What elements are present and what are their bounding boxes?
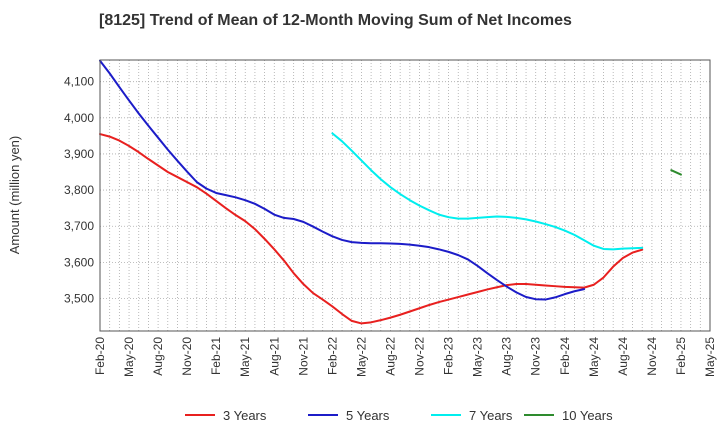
legend-label-10-years: 10 Years [562,408,613,423]
x-tick-label: Feb-24 [558,337,572,375]
x-tick-label: May-25 [703,337,717,377]
y-tick-label: 3,500 [64,291,94,305]
y-axis-ticks: 3,500 3,600 3,700 3,800 3,900 4,000 4,100 [64,75,94,306]
x-tick-label: Feb-21 [209,337,223,375]
x-tick-label: Nov-20 [180,337,194,376]
x-axis-ticks: Feb-20 May-20 Aug-20 Nov-20 Feb-21 May-21 Aug-… [93,337,717,377]
plot-frame [99,59,711,332]
x-tick-label: Nov-21 [296,337,310,376]
series-line-10-years [670,169,682,176]
x-tick-label: May-24 [587,337,601,377]
x-tick-label: May-23 [471,337,485,377]
series-line-7-years [331,132,644,251]
series-line-3-years [99,133,644,325]
y-tick-label: 3,800 [64,183,94,197]
x-tick-label: Feb-22 [325,337,339,375]
y-axis-label: Amount (million yen) [7,136,22,255]
x-tick-label: Aug-21 [267,337,281,376]
x-tick-label: Nov-23 [529,337,543,376]
plot-background [100,60,710,331]
x-tick-label: Feb-23 [442,337,456,375]
chart-title: [8125] Trend of Mean of 12-Month Moving … [99,12,572,29]
y-tick-label: 4,100 [64,75,94,89]
legend-label-3-years: 3 Years [223,408,267,423]
x-tick-label: Feb-20 [93,337,107,375]
series-line-5-years [99,59,586,301]
x-tick-label: May-21 [238,337,252,377]
x-tick-label: Aug-24 [616,337,630,376]
x-tick-label: Aug-23 [500,337,514,376]
series-lines [99,59,682,325]
x-tick-label: Feb-25 [674,337,688,375]
x-tick-label: May-20 [122,337,136,377]
x-tick-label: Nov-22 [413,337,427,376]
x-tick-label: Aug-20 [151,337,165,376]
y-tick-label: 4,000 [64,111,94,125]
x-tick-label: May-22 [354,337,368,377]
legend-label-7-years: 7 Years [469,408,513,423]
x-tick-label: Nov-24 [645,337,659,376]
x-tick-label: Aug-22 [383,337,397,376]
y-tick-label: 3,700 [64,219,94,233]
legend-label-5-years: 5 Years [346,408,390,423]
y-tick-label: 3,600 [64,255,94,269]
legend: 3 Years 5 Years 7 Years 10 Years [185,408,613,423]
gridlines [100,60,710,331]
y-tick-label: 3,900 [64,147,94,161]
